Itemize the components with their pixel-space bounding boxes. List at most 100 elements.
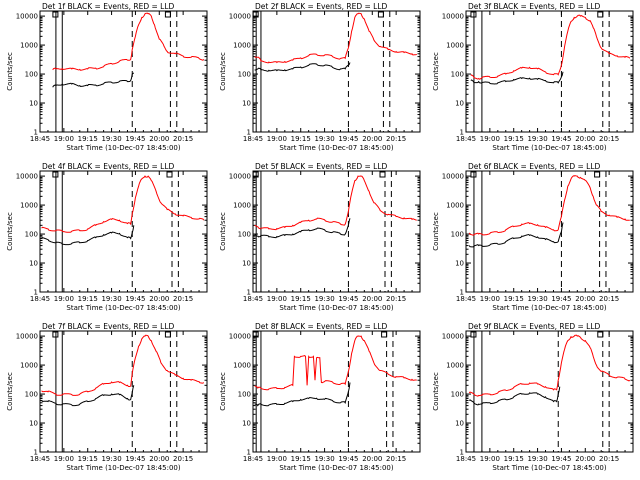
x-tick-label: 19:15 <box>291 455 311 463</box>
plot-frame <box>465 10 634 133</box>
series-line-events <box>254 62 351 72</box>
y-tick-label: 1 <box>34 289 38 297</box>
x-tick-label: 19:30 <box>314 455 334 463</box>
x-tick-label: 19:45 <box>338 295 358 303</box>
y-tick-label: 10 <box>242 260 251 268</box>
top-marker <box>597 331 604 338</box>
y-axis-label: Counts/sec <box>6 52 14 91</box>
y-tick-label: 1 <box>247 449 251 457</box>
x-tick-label: 18:45 <box>243 135 263 143</box>
x-tick-label: 20:15 <box>173 295 193 303</box>
x-tick-label: 18:45 <box>30 295 50 303</box>
y-tick-label: 1000 <box>20 202 38 210</box>
x-tick-label: 19:15 <box>78 295 98 303</box>
top-marker <box>164 331 171 338</box>
x-tick-label: 20:15 <box>599 295 619 303</box>
y-tick-label: 10 <box>455 100 464 108</box>
series-line-events <box>254 382 351 407</box>
y-axis-label: Counts/sec <box>432 212 440 251</box>
x-axis-label: Start Time (10-Dec-07 18:45:00) <box>279 464 393 472</box>
x-axis-label: Start Time (10-Dec-07 18:45:00) <box>279 144 393 152</box>
x-tick-label: 19:30 <box>527 455 547 463</box>
y-tick-label: 1000 <box>233 202 251 210</box>
panel-title: Det 2f BLACK = Events, RED = LLD <box>255 2 388 11</box>
top-marker <box>52 331 59 338</box>
x-axis-label: Start Time (10-Dec-07 18:45:00) <box>492 464 606 472</box>
top-marker <box>381 331 388 338</box>
series-line-lld <box>41 334 205 396</box>
top-marker <box>252 171 259 178</box>
x-tick-label: 19:00 <box>480 135 500 143</box>
x-tick-label: 19:45 <box>125 135 145 143</box>
series-line-lld <box>468 175 630 236</box>
x-tick-label: 20:15 <box>386 295 406 303</box>
x-tick-label: 20:00 <box>149 295 169 303</box>
y-tick-label: 10 <box>29 100 38 108</box>
top-marker <box>252 331 259 338</box>
x-tick-label: 18:45 <box>456 455 476 463</box>
x-tick-label: 19:15 <box>291 135 311 143</box>
x-axis-label: Start Time (10-Dec-07 18:45:00) <box>492 304 606 312</box>
x-axis-label: Start Time (10-Dec-07 18:45:00) <box>66 144 180 152</box>
y-tick-label: 10000 <box>16 173 38 181</box>
x-tick-label: 20:00 <box>362 295 382 303</box>
top-marker <box>470 11 477 18</box>
x-tick-label: 19:00 <box>267 135 287 143</box>
x-tick-label: 19:45 <box>551 135 571 143</box>
x-tick-label: 19:15 <box>291 295 311 303</box>
panel-4: Det 4f BLACK = Events, RED = LLD 18:45 19:… <box>6 162 208 312</box>
series-line-events <box>468 222 564 248</box>
top-marker <box>470 171 477 178</box>
x-tick-label: 19:30 <box>101 295 121 303</box>
series-line-events <box>41 225 135 246</box>
series-line-events <box>254 218 351 239</box>
y-tick-label: 1000 <box>20 362 38 370</box>
y-tick-label: 1000 <box>446 42 464 50</box>
y-axis-label: Counts/sec <box>432 372 440 411</box>
x-tick-label: 19:00 <box>54 455 74 463</box>
top-marker <box>377 11 384 18</box>
y-axis-label: Counts/sec <box>219 372 227 411</box>
panel-9: Det 9f BLACK = Events, RED = LLD 18:45 19:… <box>432 322 634 472</box>
x-tick-label: 19:15 <box>504 135 524 143</box>
plot-frame <box>252 170 421 293</box>
y-tick-label: 100 <box>25 71 38 79</box>
top-marker <box>379 171 386 178</box>
series-line-events <box>468 386 561 406</box>
x-tick-label: 20:00 <box>362 135 382 143</box>
x-tick-label: 20:15 <box>386 455 406 463</box>
top-marker <box>164 11 171 18</box>
x-tick-label: 19:30 <box>101 135 121 143</box>
y-tick-label: 10000 <box>229 13 251 21</box>
x-tick-label: 19:30 <box>314 135 334 143</box>
series-line-lld <box>52 12 205 71</box>
x-tick-label: 19:45 <box>338 135 358 143</box>
y-axis-label: Counts/sec <box>6 212 14 251</box>
y-tick-label: 100 <box>451 71 464 79</box>
y-tick-label: 1000 <box>20 42 38 50</box>
y-tick-label: 100 <box>238 231 251 239</box>
y-axis-label: Counts/sec <box>6 372 14 411</box>
panel-title: Det 9f BLACK = Events, RED = LLD <box>468 322 601 331</box>
y-tick-label: 1 <box>460 129 464 137</box>
x-tick-label: 19:30 <box>527 295 547 303</box>
series-line-lld <box>41 175 205 233</box>
x-tick-label: 19:00 <box>480 295 500 303</box>
x-tick-label: 20:00 <box>575 295 595 303</box>
plot-frame <box>465 330 634 453</box>
panel-title: Det 1f BLACK = Events, RED = LLD <box>42 2 175 11</box>
y-tick-label: 1 <box>247 129 251 137</box>
x-tick-label: 19:15 <box>78 455 98 463</box>
x-tick-label: 18:45 <box>243 295 263 303</box>
x-axis-label: Start Time (10-Dec-07 18:45:00) <box>66 304 180 312</box>
x-tick-label: 19:45 <box>338 455 358 463</box>
x-tick-label: 19:15 <box>504 295 524 303</box>
panel-title: Det 5f BLACK = Events, RED = LLD <box>255 162 388 171</box>
y-tick-label: 10000 <box>229 173 251 181</box>
y-tick-label: 1 <box>460 449 464 457</box>
y-tick-label: 1000 <box>446 362 464 370</box>
y-tick-label: 10 <box>242 100 251 108</box>
x-tick-label: 20:15 <box>173 455 193 463</box>
series-line-events <box>41 385 135 407</box>
